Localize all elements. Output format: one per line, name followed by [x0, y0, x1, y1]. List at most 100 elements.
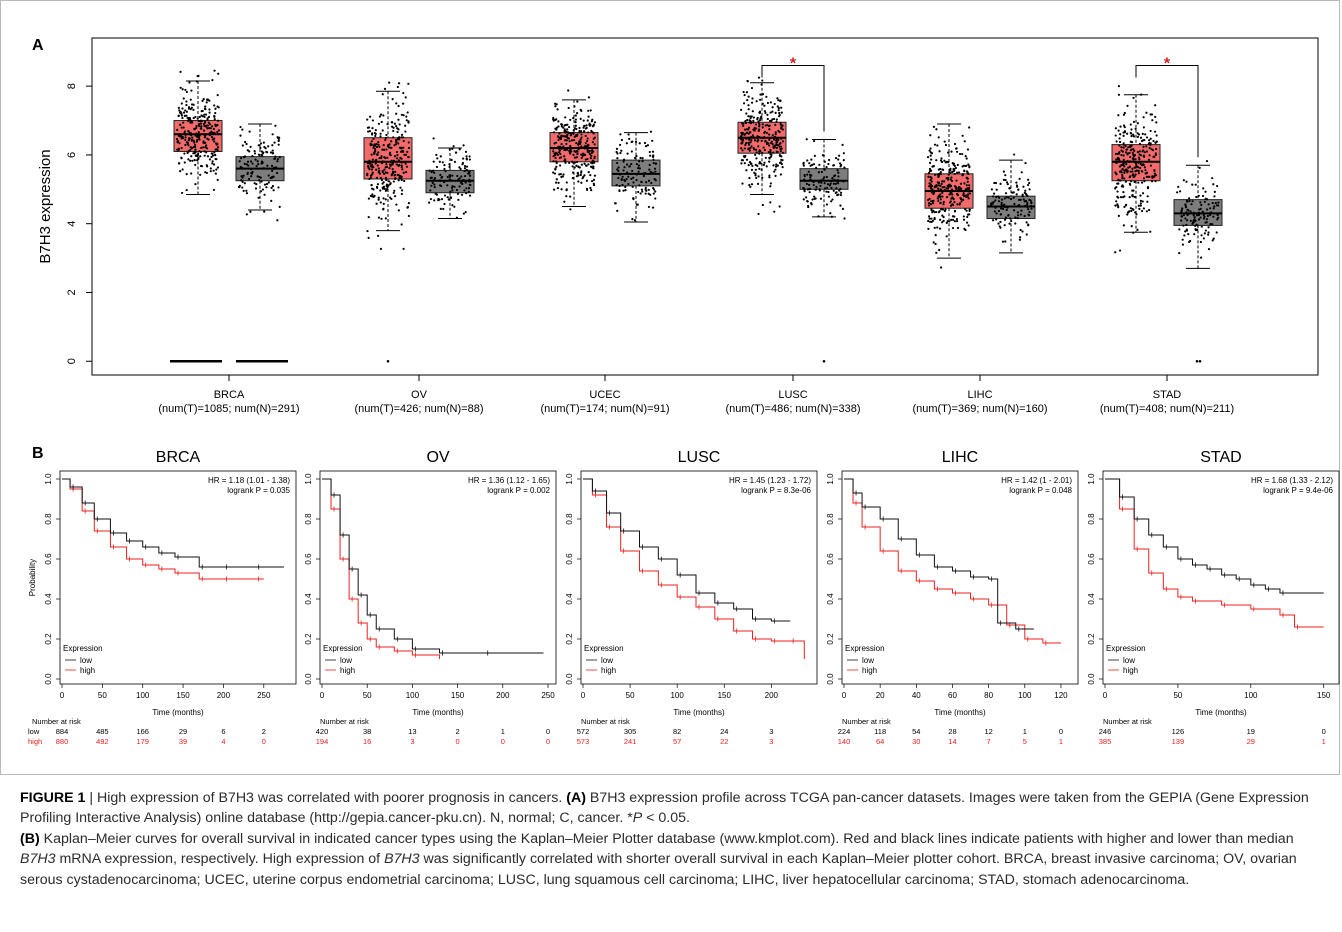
- jitter-point: [395, 102, 398, 105]
- km-ytick-label: 0.6: [304, 553, 313, 565]
- jitter-point: [585, 179, 588, 182]
- jitter-point: [557, 181, 560, 184]
- jitter-point: [617, 176, 620, 180]
- jitter-point: [1154, 147, 1158, 151]
- jitter-point: [1001, 240, 1005, 243]
- jitter-point: [627, 133, 630, 136]
- jitter-point: [572, 139, 576, 142]
- jitter-point: [592, 183, 596, 187]
- panel-a-plot-border: [91, 37, 1319, 376]
- jitter-point: [1131, 140, 1134, 144]
- jitter-point: [1134, 158, 1137, 161]
- jitter-point: [1005, 196, 1008, 199]
- km-risk-low-value: 24: [720, 727, 728, 736]
- jitter-point: [265, 182, 269, 186]
- jitter-point: [765, 95, 768, 98]
- jitter-point: [378, 157, 381, 160]
- jitter-point: [213, 115, 216, 118]
- jitter-point: [1121, 150, 1124, 153]
- jitter-point: [820, 179, 823, 182]
- jitter-point: [262, 167, 265, 170]
- jitter-point: [759, 98, 762, 101]
- jitter-point: [1030, 207, 1033, 210]
- jitter-point: [1178, 228, 1181, 231]
- jitter-point: [271, 133, 274, 136]
- jitter-point: [1204, 197, 1207, 200]
- jitter-point: [1122, 113, 1126, 116]
- jitter-point: [460, 193, 464, 196]
- jitter-point: [995, 195, 998, 198]
- jitter-point: [1153, 130, 1157, 133]
- km-xtick-label: 250: [541, 691, 555, 700]
- jitter-point: [823, 182, 826, 185]
- jitter-point: [396, 130, 399, 134]
- jitter-point: [216, 130, 219, 134]
- jitter-point: [590, 151, 594, 155]
- jitter-point: [1128, 165, 1132, 169]
- jitter-point: [393, 122, 397, 125]
- jitter-point: [552, 150, 555, 153]
- jitter-point: [1023, 191, 1026, 194]
- jitter-point: [803, 187, 806, 190]
- jitter-point: [212, 169, 215, 172]
- jitter-point: [468, 155, 471, 158]
- jitter-point: [269, 176, 272, 180]
- jitter-point: [379, 247, 383, 250]
- jitter-point: [214, 123, 217, 126]
- jitter-point: [631, 169, 634, 173]
- jitter-point: [216, 178, 219, 181]
- jitter-point: [962, 192, 965, 195]
- jitter-point: [400, 113, 403, 116]
- jitter-point: [1114, 127, 1117, 130]
- jitter-point: [1114, 161, 1117, 164]
- jitter-point: [1183, 234, 1186, 237]
- jitter-point: [1138, 207, 1141, 210]
- jitter-point: [635, 162, 638, 166]
- jitter-point: [463, 165, 467, 168]
- jitter-point: [751, 97, 754, 100]
- jitter-point: [587, 131, 590, 134]
- km-risk-low-value: 6: [221, 727, 225, 736]
- jitter-point: [582, 152, 585, 155]
- jitter-point: [374, 159, 377, 163]
- jitter-point: [587, 115, 590, 118]
- jitter-point: [654, 162, 658, 165]
- jitter-point: [205, 144, 208, 147]
- jitter-point: [179, 70, 182, 73]
- jitter-point: [1009, 217, 1012, 220]
- jitter-point: [187, 158, 190, 161]
- jitter-point: [206, 165, 209, 168]
- jitter-point: [263, 210, 266, 213]
- jitter-point: [967, 190, 970, 193]
- jitter-point: [370, 183, 373, 187]
- jitter-point: [554, 181, 558, 184]
- jitter-point: [192, 152, 195, 155]
- jitter-point: [769, 111, 772, 114]
- jitter-point: [191, 121, 194, 124]
- jitter-point: [830, 200, 833, 203]
- jitter-point: [194, 183, 197, 186]
- jitter-point: [630, 163, 633, 166]
- km-ytick-label: 0.2: [565, 633, 574, 645]
- jitter-point: [961, 173, 964, 177]
- km-ytick-label: 0.0: [304, 673, 313, 685]
- jitter-point: [407, 146, 411, 150]
- km-risk-high-value: 4: [221, 737, 225, 746]
- jitter-point: [1207, 231, 1210, 234]
- km-risk-low-value: 224: [838, 727, 851, 736]
- jitter-point: [1006, 206, 1009, 209]
- jitter-point: [649, 193, 652, 196]
- km-risk-high-value: 30: [912, 737, 920, 746]
- jitter-point: [961, 165, 964, 168]
- jitter-point: [1123, 111, 1126, 115]
- jitter-point: [647, 205, 651, 209]
- jitter-point: [947, 173, 950, 176]
- jitter-point: [633, 219, 637, 222]
- jitter-point: [948, 170, 951, 174]
- jitter-point: [622, 169, 625, 172]
- jitter-point: [927, 227, 930, 230]
- jitter-point: [381, 148, 384, 151]
- jitter-point: [216, 132, 219, 135]
- jitter-point: [559, 145, 562, 148]
- jitter-point: [204, 146, 207, 149]
